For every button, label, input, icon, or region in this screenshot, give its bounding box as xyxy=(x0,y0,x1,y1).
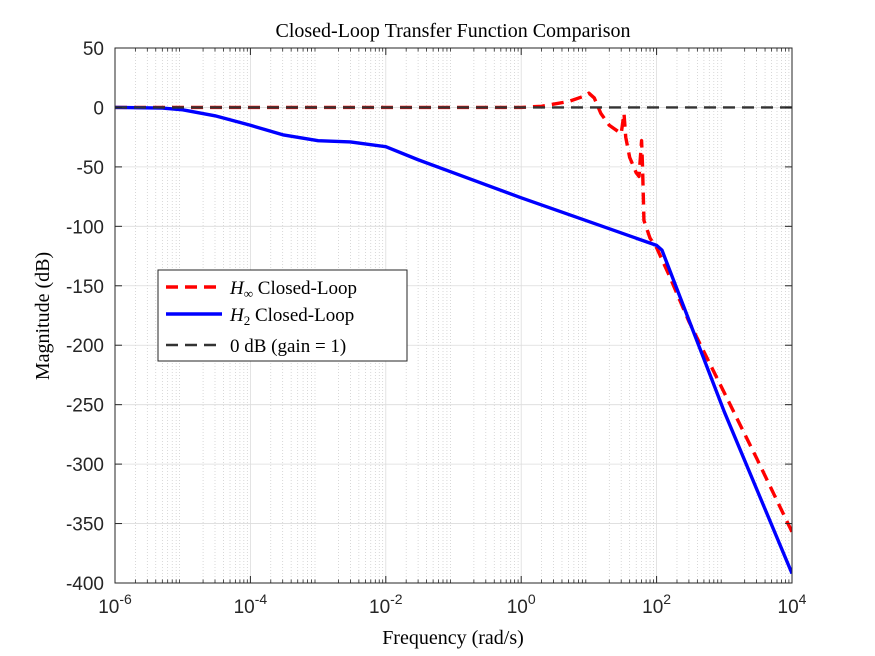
y-tick-label: 0 xyxy=(93,98,104,119)
legend-label: H∞ Closed-Loop xyxy=(229,278,357,301)
x-tick-labels: 10-6 10-4 10-2 100 102 104 xyxy=(98,591,806,618)
x-tick-label: 100 xyxy=(507,591,536,618)
x-tick-label: 10-6 xyxy=(98,591,132,618)
series-layer xyxy=(115,91,792,575)
legend: H∞ Closed-Loop H2 Closed-Loop 0 dB (gain =… xyxy=(157,269,408,362)
x-tick-label: 10-4 xyxy=(234,591,268,618)
x-tick-label: 104 xyxy=(778,591,807,618)
chart-title: Closed-Loop Transfer Function Comparison xyxy=(276,20,631,42)
x-axis-label: Frequency (rad/s) xyxy=(382,627,524,649)
x-tick-label: 102 xyxy=(642,591,671,618)
legend-label: H2 Closed-Loop xyxy=(229,305,354,328)
legend-label: 0 dB (gain = 1) xyxy=(230,336,346,357)
y-axis-label: Magnitude (dB) xyxy=(32,252,54,380)
y-tick-labels: 50 0 -50 -100 -150 -200 -250 -300 -350 -400 xyxy=(66,39,104,595)
series-line-h-closed-loop xyxy=(115,91,792,533)
y-tick-label: -400 xyxy=(66,574,104,595)
y-tick-label: -300 xyxy=(66,455,104,476)
tick-marks xyxy=(114,47,793,584)
y-tick-label: -150 xyxy=(66,277,104,298)
y-tick-label: -200 xyxy=(66,336,104,357)
x-tick-label: 10-2 xyxy=(369,591,403,618)
y-tick-label: 50 xyxy=(83,39,104,60)
axes-box xyxy=(114,47,793,584)
series-line-h2-closed-loop xyxy=(115,105,792,575)
y-tick-label: -350 xyxy=(66,515,104,536)
y-tick-label: -100 xyxy=(66,217,104,238)
y-tick-label: -250 xyxy=(66,396,104,417)
y-tick-label: -50 xyxy=(77,158,104,179)
